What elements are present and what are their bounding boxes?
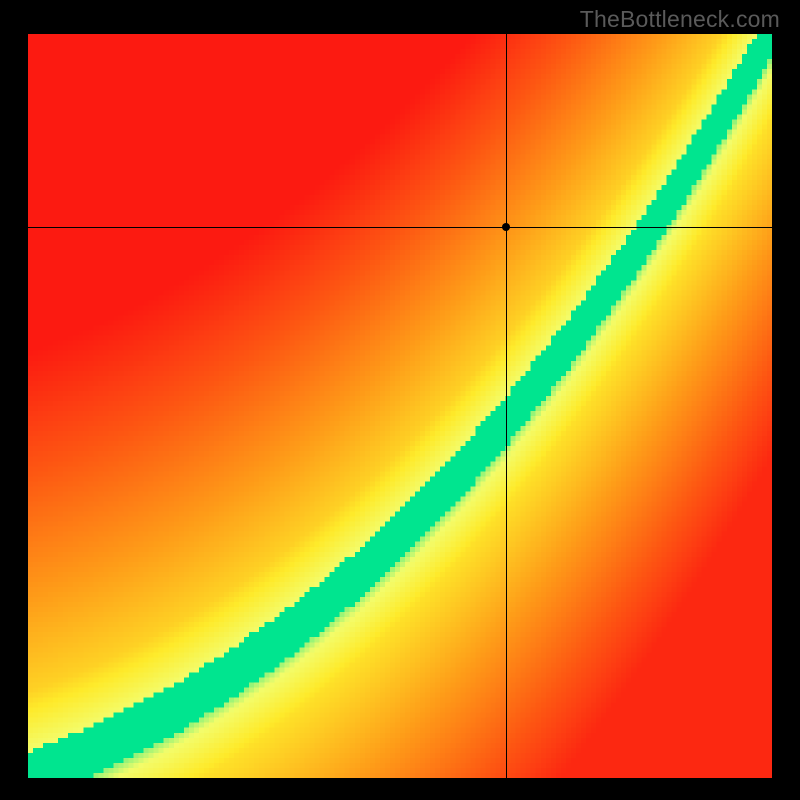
heatmap-canvas [28, 34, 772, 778]
heatmap-plot [28, 34, 772, 778]
crosshair-horizontal [28, 227, 772, 228]
crosshair-vertical [506, 34, 507, 778]
watermark-text: TheBottleneck.com [580, 6, 780, 33]
